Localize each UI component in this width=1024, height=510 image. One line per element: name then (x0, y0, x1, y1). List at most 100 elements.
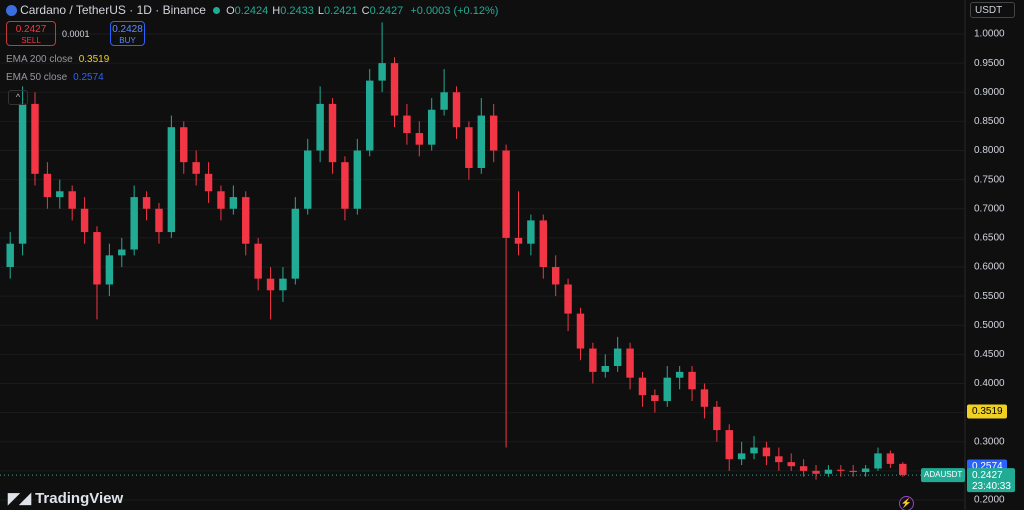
sell-label: SELL (21, 36, 41, 45)
ohlc-value: 0.2421 (324, 5, 358, 17)
candle-body (651, 395, 659, 401)
y-tick-label: 0.4000 (974, 378, 1005, 389)
candle-body (601, 366, 609, 372)
y-tick-label: 0.5000 (974, 320, 1005, 331)
candle-body (502, 150, 510, 238)
candle-body (192, 162, 200, 174)
candle-body (849, 470, 857, 473)
candle-body (564, 284, 572, 314)
y-tick-label: 0.6500 (974, 233, 1005, 244)
y-tick-label: 0.3000 (974, 436, 1005, 447)
candle-body (551, 266, 560, 285)
last-price-badge (967, 468, 1015, 493)
candle-body (427, 109, 436, 145)
candle-body (316, 103, 324, 151)
candle-body (700, 389, 709, 407)
change: +0.0003 (+0.12%) (410, 5, 499, 17)
sell-button[interactable]: 0.2427 SELL (6, 21, 56, 46)
candle-body (837, 469, 845, 471)
spread: 0.0001 (62, 29, 90, 39)
candle-body (886, 453, 895, 464)
currency-selector[interactable]: USDT (970, 2, 1015, 18)
y-tick-label: 0.7000 (974, 203, 1005, 214)
candle-body (477, 115, 486, 168)
brand-logo: ◤◢ TradingView (8, 489, 123, 507)
candle-body (18, 103, 27, 244)
indicator-name: EMA 50 close (6, 72, 68, 83)
candle-body (799, 466, 808, 471)
candle-body (589, 348, 597, 372)
candle-body (56, 191, 64, 198)
ohlc-value: 0.2427 (369, 5, 404, 17)
indicator-name: EMA 200 close (6, 54, 73, 65)
brand-text: TradingView (35, 490, 124, 507)
candle-body (353, 150, 362, 209)
collapse-button[interactable]: ^ (8, 90, 28, 105)
candle-body (725, 430, 733, 460)
candle-body (713, 406, 721, 431)
candle-body (242, 197, 250, 244)
candle-body (750, 447, 758, 454)
last-price-label: 0.2427 (972, 470, 1003, 481)
candle-body (93, 232, 101, 285)
indicator-row: EMA 200 close 0.3519 (6, 54, 109, 65)
candle-body (390, 63, 399, 116)
candle-body (279, 278, 287, 291)
candle-body (105, 255, 114, 285)
candle-body (775, 456, 783, 463)
candle-body (626, 348, 634, 378)
ohlc-value: 0.2433 (280, 5, 314, 17)
symbol-icon (6, 5, 17, 16)
candle-body (304, 150, 312, 209)
y-tick-label: 0.8000 (974, 145, 1005, 156)
indicator-row: EMA 50 close 0.2574 (6, 72, 104, 83)
countdown-label: 23:40:33 (972, 481, 1011, 492)
candle-body (527, 220, 535, 244)
candle-body (328, 103, 337, 163)
candle-body (6, 243, 14, 267)
candle-body (899, 463, 907, 475)
buy-price: 0.2428 (112, 24, 143, 35)
status-dot (213, 7, 220, 14)
header: Cardano / TetherUS · 1D · Binance O 0.242… (6, 3, 498, 17)
y-tick-label: 0.9500 (974, 58, 1005, 69)
y-tick-label: 0.8500 (974, 116, 1005, 127)
indicator-value: 0.3519 (78, 54, 110, 65)
candle-body (489, 115, 498, 151)
y-tick-label: 0.9000 (974, 87, 1005, 98)
symbol-badge (921, 468, 965, 483)
candle-body (167, 127, 176, 233)
candle-body (824, 469, 833, 474)
candle-body (130, 197, 138, 250)
candle-body (465, 127, 473, 168)
candle-body (576, 313, 585, 349)
candle-body (812, 470, 820, 474)
buy-button[interactable]: 0.2428 BUY (110, 21, 145, 46)
candle-body (31, 103, 39, 174)
candle-body (341, 162, 349, 209)
brand-mark: ◤◢ (8, 490, 32, 507)
candle-body (415, 133, 424, 145)
candle-body (688, 371, 696, 390)
candle-body (638, 377, 647, 396)
indicator-badge (967, 404, 1007, 419)
indicator-value: 0.2574 (73, 72, 104, 83)
candle-body (291, 208, 300, 279)
y-tick-label: 1.0000 (974, 29, 1005, 40)
lightning-button[interactable]: ⚡ (899, 496, 914, 510)
candle-body (663, 377, 671, 401)
candle-body (514, 237, 523, 244)
candle-body (155, 208, 163, 233)
candle-body (80, 208, 89, 233)
ohlc-label: O (226, 5, 235, 17)
candle-body (737, 453, 746, 460)
candle-body (118, 249, 126, 256)
ohlc-label: C (361, 5, 370, 17)
candle-body (229, 197, 238, 209)
candle-body (787, 462, 795, 467)
candle-body (217, 191, 225, 209)
candle-body (874, 453, 882, 469)
symbol-title: Cardano / TetherUS · 1D · Binance (20, 3, 206, 17)
